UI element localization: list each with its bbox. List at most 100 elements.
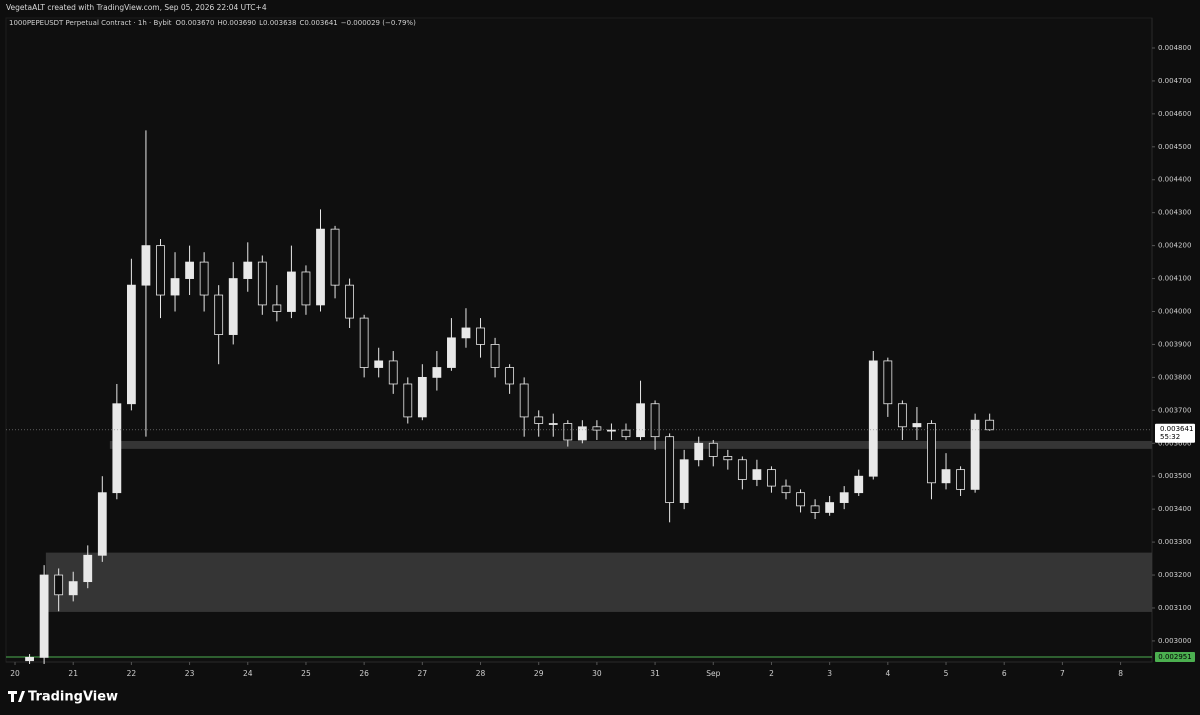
- x-tick-label: 20: [10, 669, 20, 678]
- brand-icon: [8, 691, 25, 702]
- candle-body: [897, 403, 907, 428]
- candle-body: [316, 228, 325, 306]
- candle-body: [607, 429, 616, 432]
- y-tick-label: 0.003000: [1158, 637, 1191, 645]
- y-tick-label: 0.004200: [1158, 242, 1191, 250]
- x-tick-label: 2: [769, 669, 774, 678]
- countdown-label: 55:32: [1160, 433, 1180, 441]
- candle-body: [708, 442, 718, 457]
- y-tick-label: 0.004300: [1158, 209, 1191, 217]
- candle-body: [301, 271, 311, 306]
- candle-body: [505, 367, 515, 385]
- candle-body: [374, 360, 384, 368]
- y-tick-label: 0.004100: [1158, 275, 1191, 283]
- candle-body: [796, 492, 805, 507]
- brand-logo: TradingView: [8, 690, 118, 705]
- candle-body: [68, 581, 78, 596]
- candle-body: [214, 294, 224, 335]
- candle-body: [126, 284, 136, 405]
- candle-body: [83, 554, 93, 583]
- x-tick-label: 25: [301, 669, 311, 678]
- ohlc-key: H: [217, 19, 222, 27]
- candle-body: [141, 245, 151, 286]
- watermark: VegetaALT created with TradingView.com, …: [6, 3, 267, 12]
- candle-body: [447, 337, 456, 368]
- candle-body: [752, 469, 762, 480]
- legend: 1000PEPEUSDT Perpetual Contract · 1h · B…: [9, 19, 416, 27]
- candle-body: [941, 469, 951, 484]
- candle-body: [257, 261, 267, 306]
- candle-body: [694, 442, 704, 461]
- candle-body: [243, 261, 253, 279]
- candle-body: [985, 419, 995, 431]
- y-tick-label: 0.003500: [1158, 472, 1191, 480]
- level-label: 0.002951: [1158, 653, 1191, 661]
- x-tick-label: Sep: [706, 669, 720, 678]
- y-tick-label: 0.003400: [1158, 505, 1191, 513]
- candle-body: [970, 419, 980, 490]
- x-tick-label: 27: [418, 669, 428, 678]
- candle-body: [737, 459, 747, 480]
- y-tick-label: 0.003900: [1158, 340, 1191, 348]
- x-tick-label: 31: [650, 669, 660, 678]
- candle-body: [781, 485, 791, 494]
- y-tick-label: 0.004800: [1158, 44, 1191, 52]
- last-price-box: [1155, 423, 1195, 443]
- candle-body: [883, 360, 893, 405]
- candle-body: [112, 403, 122, 494]
- y-tick-label: 0.004000: [1158, 308, 1191, 316]
- level-label-box: [1155, 652, 1195, 663]
- candle-body: [854, 475, 864, 494]
- candle-body: [170, 278, 180, 296]
- brand-name: TradingView: [28, 690, 118, 705]
- candle-body: [548, 423, 558, 425]
- candle-body: [839, 492, 849, 503]
- candle-body: [185, 261, 194, 279]
- ohlc-value: 0.003690: [223, 19, 256, 27]
- y-tick-label: 0.003600: [1158, 439, 1191, 447]
- candle-body: [519, 383, 529, 418]
- candle-body: [97, 492, 107, 556]
- x-tick-label: 6: [1002, 669, 1007, 678]
- x-tick-label: 4: [885, 669, 890, 678]
- candle-body: [403, 383, 413, 418]
- x-tick-label: 3: [827, 669, 832, 678]
- candle-body: [156, 245, 165, 296]
- candle-body: [287, 271, 296, 312]
- last-price-label: 0.003641: [1160, 425, 1193, 433]
- candle-body: [272, 304, 282, 312]
- change: −0.000029 (−0.79%): [341, 19, 416, 27]
- candle-body: [592, 426, 602, 431]
- candle-body: [39, 574, 49, 658]
- candle-body: [199, 261, 209, 296]
- candle-body: [388, 360, 398, 385]
- x-tick-label: 23: [185, 669, 195, 678]
- candle-body: [577, 426, 587, 441]
- candle-body: [636, 403, 645, 438]
- x-tick-label: 21: [68, 669, 78, 678]
- x-tick-label: 28: [476, 669, 486, 678]
- y-tick-label: 0.003100: [1158, 604, 1191, 612]
- candle-body: [25, 656, 34, 662]
- candle-body: [563, 423, 573, 441]
- x-tick-label: 30: [592, 669, 602, 678]
- candle-body: [912, 423, 922, 428]
- ohlc-key: O: [176, 19, 182, 27]
- ohlc-value: 0.003638: [263, 19, 296, 27]
- zone: [109, 440, 1153, 449]
- legend-text: 1000PEPEUSDT Perpetual Contract · 1h · B…: [9, 19, 416, 27]
- candle-body: [665, 436, 675, 503]
- y-tick-label: 0.004600: [1158, 110, 1191, 118]
- zone: [45, 552, 1152, 612]
- y-tick-label: 0.003700: [1158, 406, 1191, 414]
- x-tick-label: 24: [243, 669, 253, 678]
- ohlc-key: L: [259, 19, 263, 27]
- x-tick-label: 8: [1118, 669, 1123, 678]
- x-tick-label: 7: [1060, 669, 1065, 678]
- x-tick-label: 29: [534, 669, 544, 678]
- x-tick-label: 26: [359, 669, 369, 678]
- y-tick-label: 0.003200: [1158, 571, 1191, 579]
- y-tick-label: 0.004400: [1158, 176, 1191, 184]
- candle-body: [956, 469, 965, 490]
